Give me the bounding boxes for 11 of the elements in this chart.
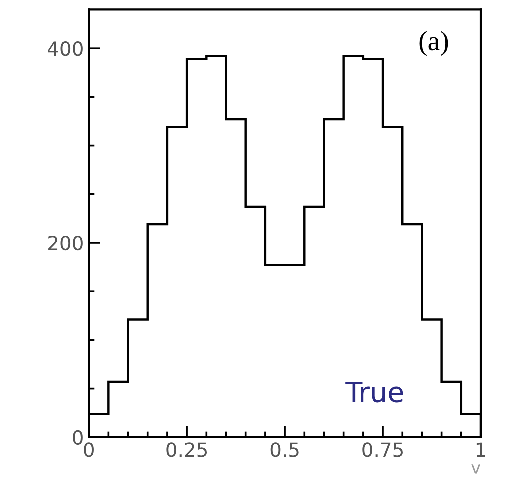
annotation: True (346, 382, 404, 403)
y-tick-label: 200 (48, 236, 83, 251)
x-tick-label: 0.5 (270, 442, 299, 458)
x-axis-title: v (472, 464, 481, 474)
x-tick-label: 0.75 (362, 442, 403, 458)
x-tick-label: 0.25 (166, 442, 208, 458)
x-tick-label: 0 (84, 442, 94, 458)
y-tick-label: 400 (48, 42, 83, 56)
x-tick-label: 1 (476, 442, 486, 458)
y-tick-label: 0 (73, 430, 83, 446)
annotation: (a) (420, 31, 448, 56)
